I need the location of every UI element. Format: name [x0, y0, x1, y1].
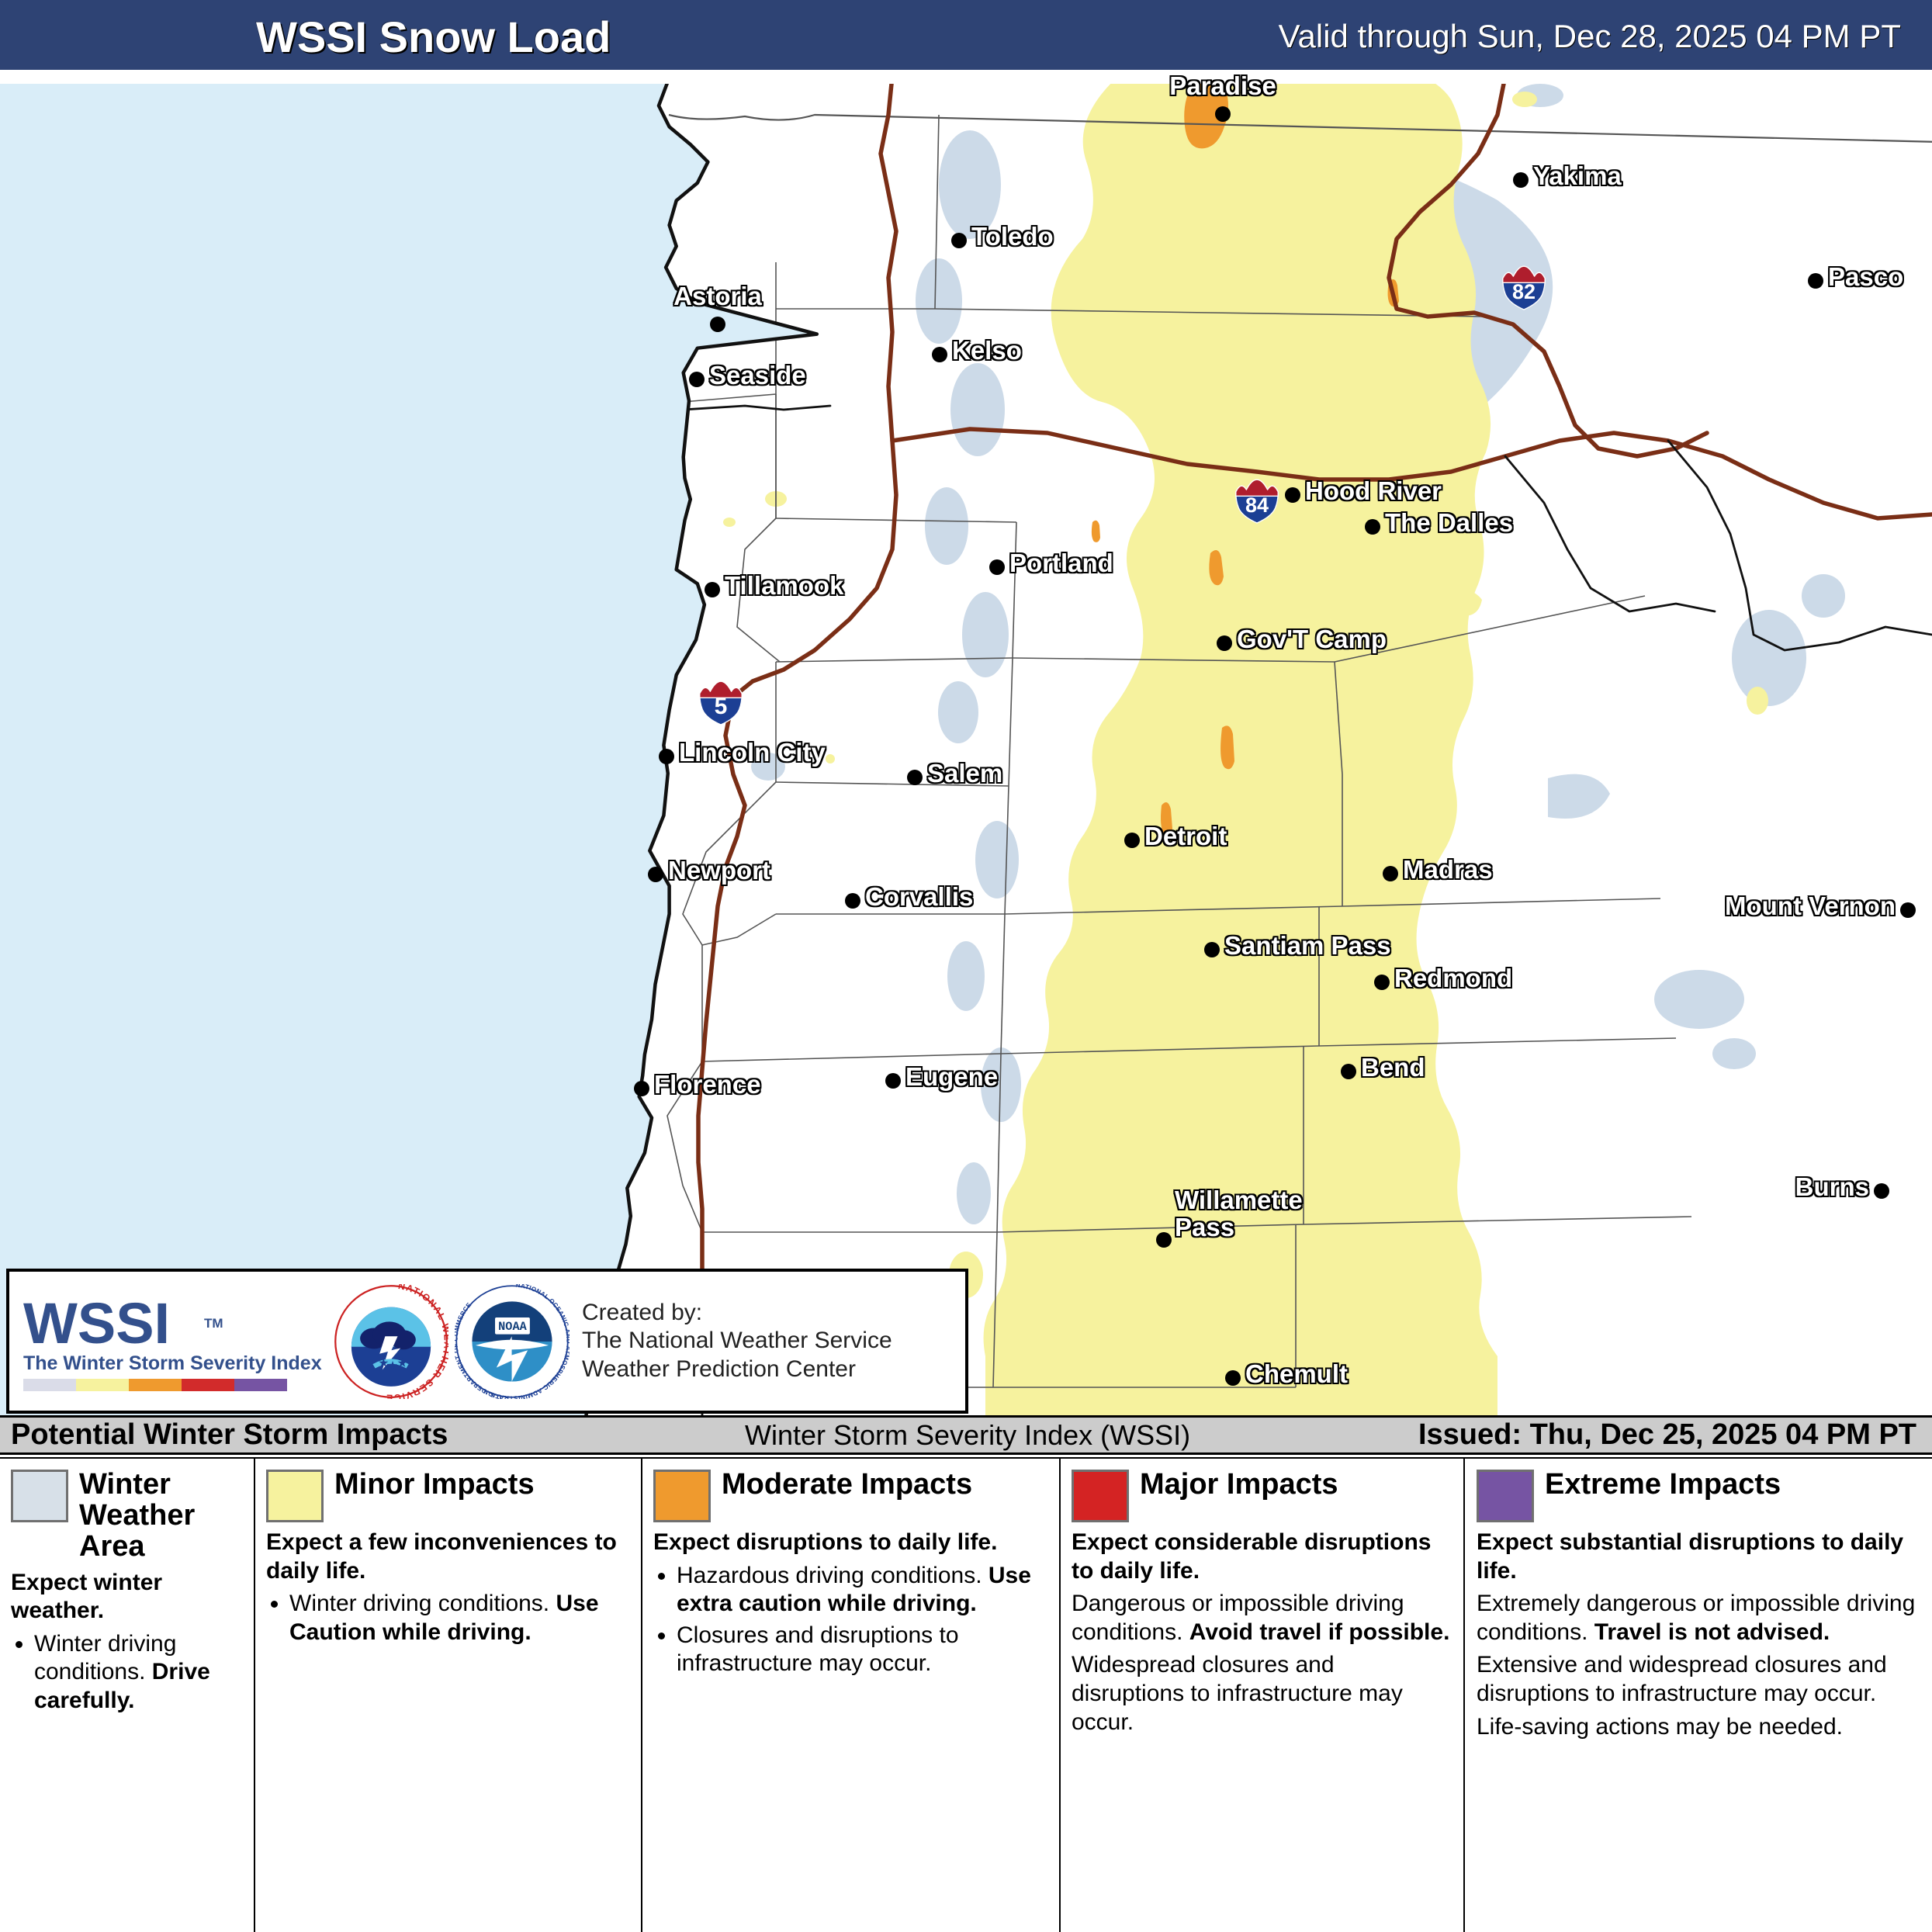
svg-text:TM: TM [204, 1316, 223, 1331]
svg-text:★: ★ [388, 1359, 397, 1371]
svg-text:WSSI: WSSI [23, 1291, 170, 1356]
svg-text:★: ★ [398, 1356, 407, 1368]
svg-text:82: 82 [1512, 280, 1536, 303]
svg-text:The Winter Storm Severity Inde: The Winter Storm Severity Index [23, 1352, 322, 1374]
svg-text:★: ★ [379, 1356, 388, 1368]
svg-text:5: 5 [715, 694, 728, 719]
svg-text:84: 84 [1245, 493, 1269, 517]
svg-text:NOAA: NOAA [498, 1320, 527, 1334]
